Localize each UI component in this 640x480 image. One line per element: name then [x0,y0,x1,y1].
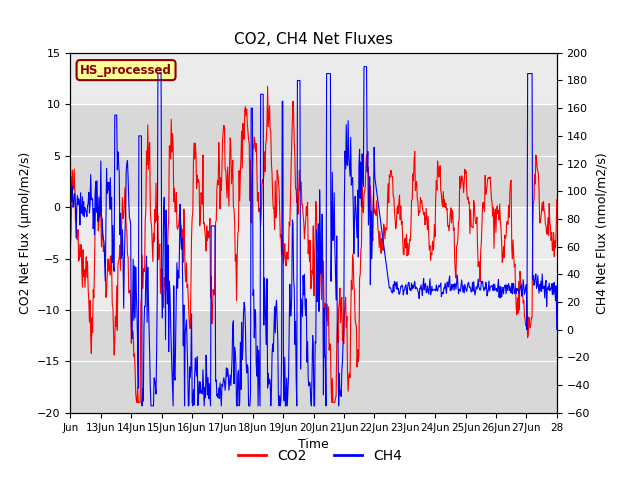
Bar [70,310,557,413]
Bar [70,104,557,207]
Legend: CO2, CH4: CO2, CH4 [232,443,408,468]
X-axis label: Time: Time [298,438,329,451]
Text: HS_processed: HS_processed [80,64,172,77]
Y-axis label: CO2 Net Flux (μmol/m2/s): CO2 Net Flux (μmol/m2/s) [19,152,31,314]
Y-axis label: CH4 Net Flux (nmol/m2/s): CH4 Net Flux (nmol/m2/s) [596,152,609,313]
Title: CO2, CH4 Net Fluxes: CO2, CH4 Net Fluxes [234,33,393,48]
